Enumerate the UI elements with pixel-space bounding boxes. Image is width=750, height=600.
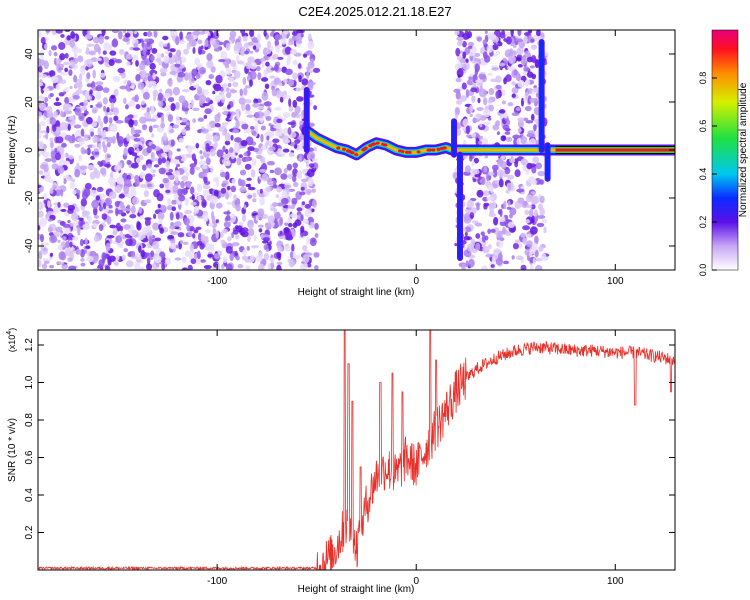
snr-y-tick-label: 1.0 xyxy=(24,375,35,389)
colorbar: 0.0 0.2 0.4 0.6 0.8 Normalized spectral ampl… xyxy=(698,29,749,277)
spectrogram-x-axis-label: Height of straight line (km) xyxy=(298,287,415,298)
carrier-peak xyxy=(336,146,341,150)
carrier-peak xyxy=(375,141,380,145)
carrier-peak xyxy=(346,149,351,153)
spectrogram-y-tick-label: 0 xyxy=(24,147,35,153)
snr-y-tick-label: 1.2 xyxy=(24,338,35,352)
carrier-peak xyxy=(442,146,447,150)
noise-region xyxy=(38,30,321,270)
carrier-peak xyxy=(383,143,388,147)
spectrogram-y-tick-label: 40 xyxy=(24,48,35,60)
snr-multiplier: (x104) xyxy=(6,328,17,352)
carrier-peak xyxy=(363,146,368,150)
carrier-peak xyxy=(368,144,373,148)
spectrogram-y-tick-label: -20 xyxy=(24,190,35,205)
carrier-peak xyxy=(354,153,359,157)
carrier-peak xyxy=(361,148,366,152)
carrier-peak xyxy=(439,147,444,151)
colorbar-gradient xyxy=(711,29,739,271)
spectrogram-panel: -100 0 100 -40 -20 0 20 40 Height of straight l… xyxy=(7,29,676,298)
carrier-peak xyxy=(436,147,441,151)
carrier-track xyxy=(305,129,675,157)
snr-x-tick-label: 100 xyxy=(607,576,624,587)
snr-frame xyxy=(37,329,676,571)
spectrogram-y-tick-label: -40 xyxy=(24,238,35,253)
snr-panel: -100 0 100 0.2 0.4 0.6 0.8 1.0 1.2 Height of str… xyxy=(6,328,676,595)
colorbar-tick-label: 0.2 xyxy=(698,216,708,229)
spectrogram-x-tick-label: 0 xyxy=(413,276,419,287)
carrier-peak xyxy=(372,142,377,146)
colorbar-tick-label: 0.6 xyxy=(698,120,708,133)
carrier-peak xyxy=(426,148,431,152)
carrier-peak xyxy=(416,150,421,154)
snr-series-line xyxy=(38,330,675,570)
snr-x-axis-label: Height of straight line (km) xyxy=(298,584,415,595)
snr-x-tick-label: -100 xyxy=(207,576,227,587)
carrier-peak xyxy=(342,147,347,151)
snr-y-tick-label: 0.8 xyxy=(24,413,35,427)
spectrogram-x-tick-label: 100 xyxy=(607,276,624,287)
spectrogram-x-tick-label: -100 xyxy=(207,276,227,287)
carrier-peak xyxy=(397,149,402,153)
snr-y-tick-label: 0.4 xyxy=(24,488,35,502)
snr-y-tick-label: 0.2 xyxy=(24,525,35,539)
spectrogram-y-axis-label: Frequency (Hz) xyxy=(7,116,18,185)
colorbar-ticks: 0.0 0.2 0.4 0.6 0.8 xyxy=(698,72,717,277)
stable-tone xyxy=(555,146,675,154)
snr-x-tick-label: 0 xyxy=(413,576,419,587)
colorbar-tick-label: 0.4 xyxy=(698,168,708,181)
figure-title: C2E4.2025.012.21.18.E27 xyxy=(298,4,451,19)
colorbar-tick-label: 0.8 xyxy=(698,72,708,85)
snr-y-axis-label: SNR (10 * v/v) xyxy=(7,418,18,482)
snr-axes: -100 0 100 0.2 0.4 0.6 0.8 1.0 1.2 xyxy=(24,330,675,587)
spectrogram-axes: -100 0 100 -40 -20 0 20 40 xyxy=(24,30,675,287)
spectrogram-y-tick-label: 20 xyxy=(24,96,35,108)
colorbar-label: Normalized spectral amplitude xyxy=(738,82,749,217)
carrier-peak xyxy=(431,148,436,152)
colorbar-tick-label: 0.0 xyxy=(698,264,708,277)
spectrogram-marks xyxy=(38,30,675,270)
snr-y-tick-label: 0.6 xyxy=(24,450,35,464)
carrier-peak xyxy=(404,150,409,154)
snr-plot-area xyxy=(38,330,675,570)
carrier-peak xyxy=(350,151,355,155)
